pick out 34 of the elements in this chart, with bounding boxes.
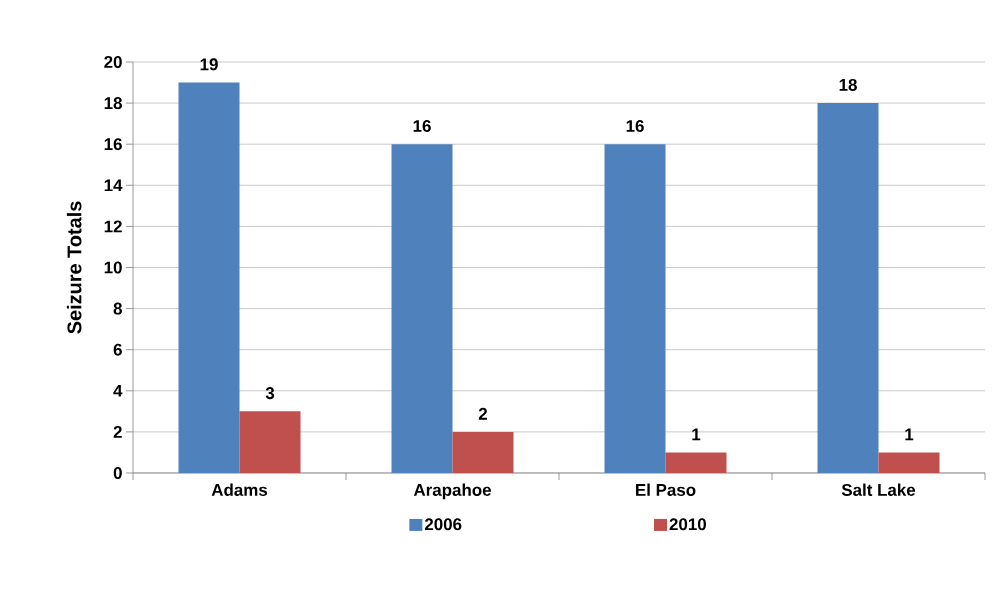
data-label: 3 xyxy=(265,387,275,400)
y-tick-label: 2 xyxy=(113,425,122,438)
data-label: 1 xyxy=(905,428,914,441)
legend-label: 2010 xyxy=(669,518,706,531)
data-label: 2 xyxy=(478,407,488,420)
bar xyxy=(452,431,514,473)
x-tick-label: Adams xyxy=(211,483,268,496)
bar xyxy=(391,144,453,473)
data-label: 18 xyxy=(839,78,857,91)
y-tick-label: 0 xyxy=(113,466,122,479)
x-tick-label: Salt Lake xyxy=(841,483,916,496)
y-tick-label: 12 xyxy=(104,220,122,233)
bar xyxy=(817,103,879,473)
y-tick-label: 14 xyxy=(104,179,123,192)
data-label: 16 xyxy=(413,119,431,132)
data-label: 1 xyxy=(692,428,701,441)
y-tick-label: 8 xyxy=(113,302,122,315)
y-tick-label: 20 xyxy=(104,55,122,68)
data-label: 16 xyxy=(626,119,644,132)
bar xyxy=(665,452,727,473)
y-axis-title: Seizure Totals xyxy=(66,201,82,334)
x-tick-label: Arapahoe xyxy=(413,483,491,500)
x-tick-label: El Paso xyxy=(636,483,696,496)
bar xyxy=(604,144,666,473)
y-tick-label: 10 xyxy=(104,261,122,274)
data-label: 19 xyxy=(200,58,218,71)
y-tick-label: 18 xyxy=(104,97,122,110)
y-tick-label: 16 xyxy=(104,138,122,151)
bar xyxy=(878,452,940,473)
legend-label: 2006 xyxy=(424,518,462,531)
y-tick-label: 6 xyxy=(113,343,122,356)
bar xyxy=(178,82,240,473)
y-tick-label: 4 xyxy=(113,384,123,397)
bar xyxy=(239,411,301,473)
